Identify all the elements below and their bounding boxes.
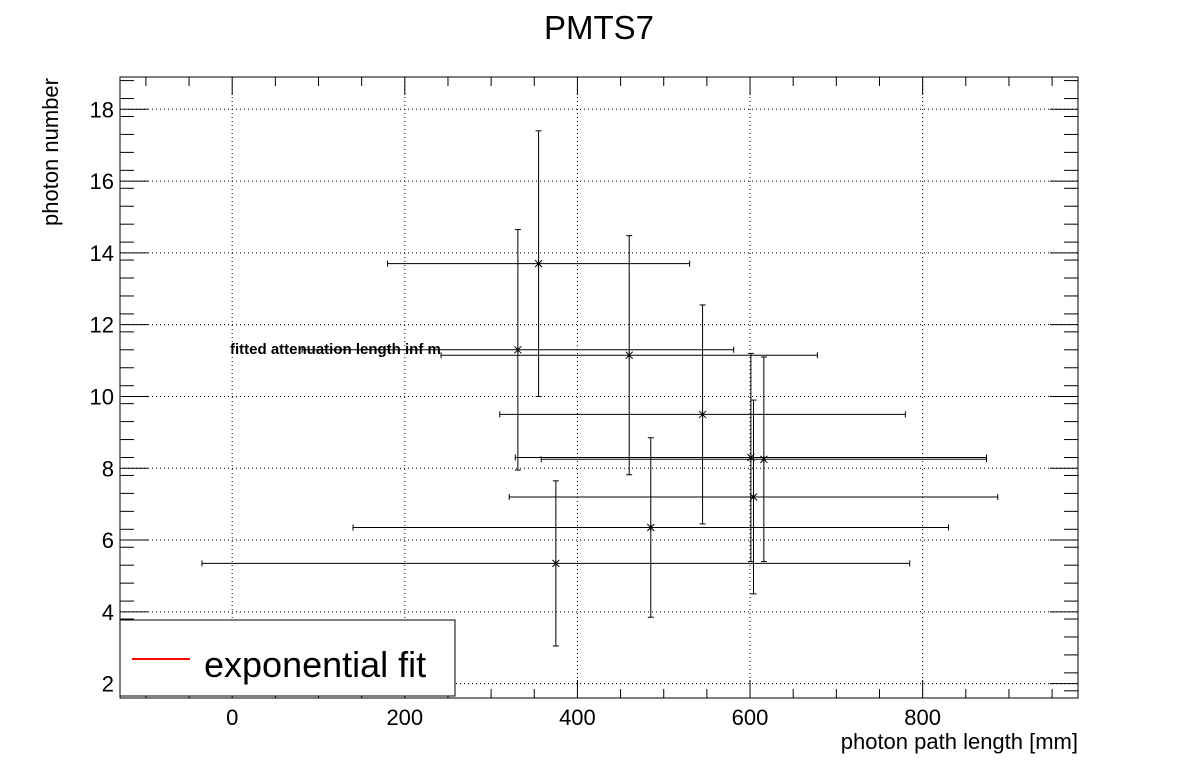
y-axis-label: photon number (38, 78, 63, 226)
y-tick-label: 16 (90, 169, 114, 194)
legend: exponential fit (119, 619, 456, 697)
data-point (499, 304, 906, 525)
data-point (387, 130, 691, 397)
axis-ticks (120, 77, 1078, 698)
y-tick-label: 14 (90, 241, 114, 266)
legend-label: exponential fit (204, 644, 426, 685)
data-point (508, 399, 999, 595)
y-tick-label: 8 (102, 456, 114, 481)
data-point (540, 356, 988, 563)
data-point (440, 235, 818, 476)
y-tick-label: 12 (90, 313, 114, 338)
data-point (514, 352, 988, 563)
x-tick-label: 200 (386, 705, 423, 730)
data-point (352, 437, 950, 618)
y-tick-label: 6 (102, 528, 114, 553)
y-tick-label: 18 (90, 97, 114, 122)
data-points (201, 130, 999, 647)
chart-title: PMTS7 (544, 9, 654, 46)
y-tick-label: 10 (90, 384, 114, 409)
plot-frame (119, 76, 1079, 699)
x-axis-label: photon path length [mm] (841, 729, 1078, 754)
data-point (201, 480, 911, 647)
data-point (301, 229, 735, 471)
axis-tick-labels: 0 200 400 600 800 2 4 6 8 10 12 14 16 18 (90, 97, 941, 730)
grid (120, 77, 1078, 698)
x-tick-label: 400 (559, 705, 596, 730)
x-tick-label: 800 (904, 705, 941, 730)
fit-annotation: fitted attenuation length inf m (230, 341, 441, 358)
y-tick-label: 4 (102, 600, 114, 625)
x-tick-label: 0 (226, 705, 238, 730)
y-tick-label: 2 (102, 672, 114, 697)
x-tick-label: 600 (732, 705, 769, 730)
